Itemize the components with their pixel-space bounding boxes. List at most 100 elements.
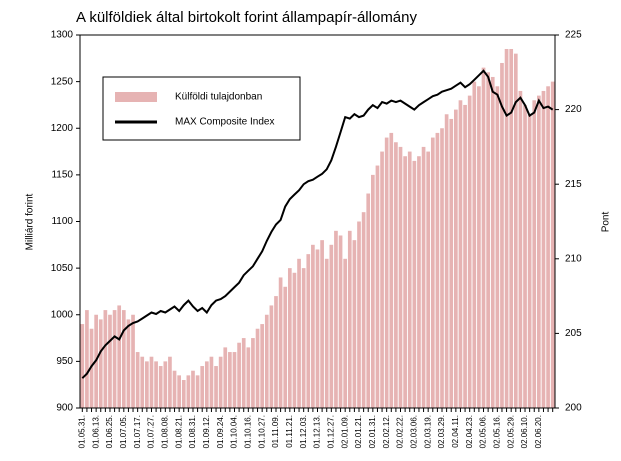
bar xyxy=(112,310,117,408)
bar xyxy=(495,86,500,408)
bar xyxy=(504,48,509,409)
bar xyxy=(89,328,94,408)
bar xyxy=(126,319,131,408)
bar xyxy=(163,361,168,408)
legend-label: Külföldi tulajdonban xyxy=(175,92,262,103)
bar xyxy=(412,160,417,408)
bar xyxy=(287,268,292,408)
bar xyxy=(384,137,389,408)
x-tick-label: 02.03.19. xyxy=(423,415,432,448)
bar xyxy=(204,361,209,408)
bar xyxy=(297,258,301,408)
bar xyxy=(260,324,265,408)
bar xyxy=(324,258,329,408)
bar xyxy=(546,86,550,408)
x-tick-label: 01.06.25. xyxy=(105,415,114,448)
bar xyxy=(278,277,283,408)
x-tick-label: 01.10.16. xyxy=(243,415,252,448)
bar xyxy=(140,356,145,408)
y-tick-label: 1300 xyxy=(51,30,74,41)
y-tick-label: 1200 xyxy=(51,123,74,134)
bar xyxy=(357,221,361,408)
bar xyxy=(246,347,251,408)
bar xyxy=(444,114,449,408)
bar xyxy=(232,352,237,408)
x-tick-label: 01.08.08. xyxy=(160,415,169,448)
x-tick-label: 02.04.23. xyxy=(465,415,474,448)
bar xyxy=(334,230,338,408)
x-tick-label: 02.03.06. xyxy=(409,415,418,448)
y-tick-label: 900 xyxy=(56,403,73,414)
bar xyxy=(527,114,532,408)
y-tick-label: 1100 xyxy=(51,216,73,227)
bar xyxy=(283,286,288,408)
bar xyxy=(108,314,112,408)
bar xyxy=(135,352,140,408)
bar xyxy=(541,90,546,408)
bar xyxy=(145,361,149,408)
bar xyxy=(117,305,122,408)
y2-tick-label: 210 xyxy=(565,253,582,264)
x-tick-label: 02.01.31. xyxy=(368,415,377,448)
x-tick-label: 01.08.31. xyxy=(188,415,197,448)
x-tick-label: 01.08.21. xyxy=(174,415,183,448)
bar xyxy=(315,249,320,408)
bar xyxy=(274,296,278,408)
bar xyxy=(223,347,228,408)
x-tick-label: 01.06.13. xyxy=(91,415,100,448)
bar xyxy=(98,319,103,408)
bar xyxy=(228,352,232,408)
bar xyxy=(186,375,191,408)
bar xyxy=(361,212,366,408)
legend-swatch xyxy=(115,92,157,102)
x-tick-label: 01.05.31. xyxy=(77,415,86,448)
bar xyxy=(486,72,490,409)
bar xyxy=(103,310,108,408)
bar xyxy=(352,240,357,408)
x-tick-label: 01.07.05. xyxy=(119,415,128,448)
y-axis-label: Milliárd forint xyxy=(25,193,36,250)
bar xyxy=(306,254,311,408)
x-tick-label: 02.01.09. xyxy=(340,415,349,448)
bar xyxy=(195,375,200,408)
bar xyxy=(421,146,426,408)
bar xyxy=(214,366,218,408)
x-tick-label: 02.05.16. xyxy=(492,415,501,448)
bar xyxy=(168,356,172,408)
bar xyxy=(338,235,343,408)
y-tick-label: 1050 xyxy=(51,263,74,274)
bar xyxy=(320,240,324,408)
bar xyxy=(458,100,463,409)
x-tick-label: 01.10.04. xyxy=(230,415,239,448)
bar xyxy=(490,76,495,409)
bar xyxy=(403,156,407,408)
bar xyxy=(518,90,523,408)
bar xyxy=(380,151,384,408)
x-tick-label: 02.01.21. xyxy=(354,415,363,448)
bar xyxy=(158,366,163,408)
bar xyxy=(311,244,315,408)
bar xyxy=(255,328,260,408)
x-tick-label: 01.12.27. xyxy=(326,415,335,448)
bar xyxy=(407,151,412,408)
bar xyxy=(375,165,380,408)
bar xyxy=(172,370,177,408)
bar xyxy=(154,361,158,408)
bar xyxy=(417,156,421,408)
bar xyxy=(200,366,205,408)
x-tick-label: 02.02.12. xyxy=(382,415,391,448)
legend-box xyxy=(102,76,301,141)
bar xyxy=(218,356,223,408)
bar xyxy=(121,310,126,408)
bar xyxy=(449,118,454,409)
y2-tick-label: 200 xyxy=(565,403,582,414)
x-tick-label: 02.04.11. xyxy=(451,415,460,448)
line xyxy=(81,69,554,379)
x-tick-label: 01.10.27. xyxy=(257,415,266,448)
bar xyxy=(209,356,214,408)
bar xyxy=(80,324,85,408)
x-tick-label: 02.05.29. xyxy=(506,415,515,448)
bar xyxy=(181,380,186,408)
bar xyxy=(343,258,348,408)
